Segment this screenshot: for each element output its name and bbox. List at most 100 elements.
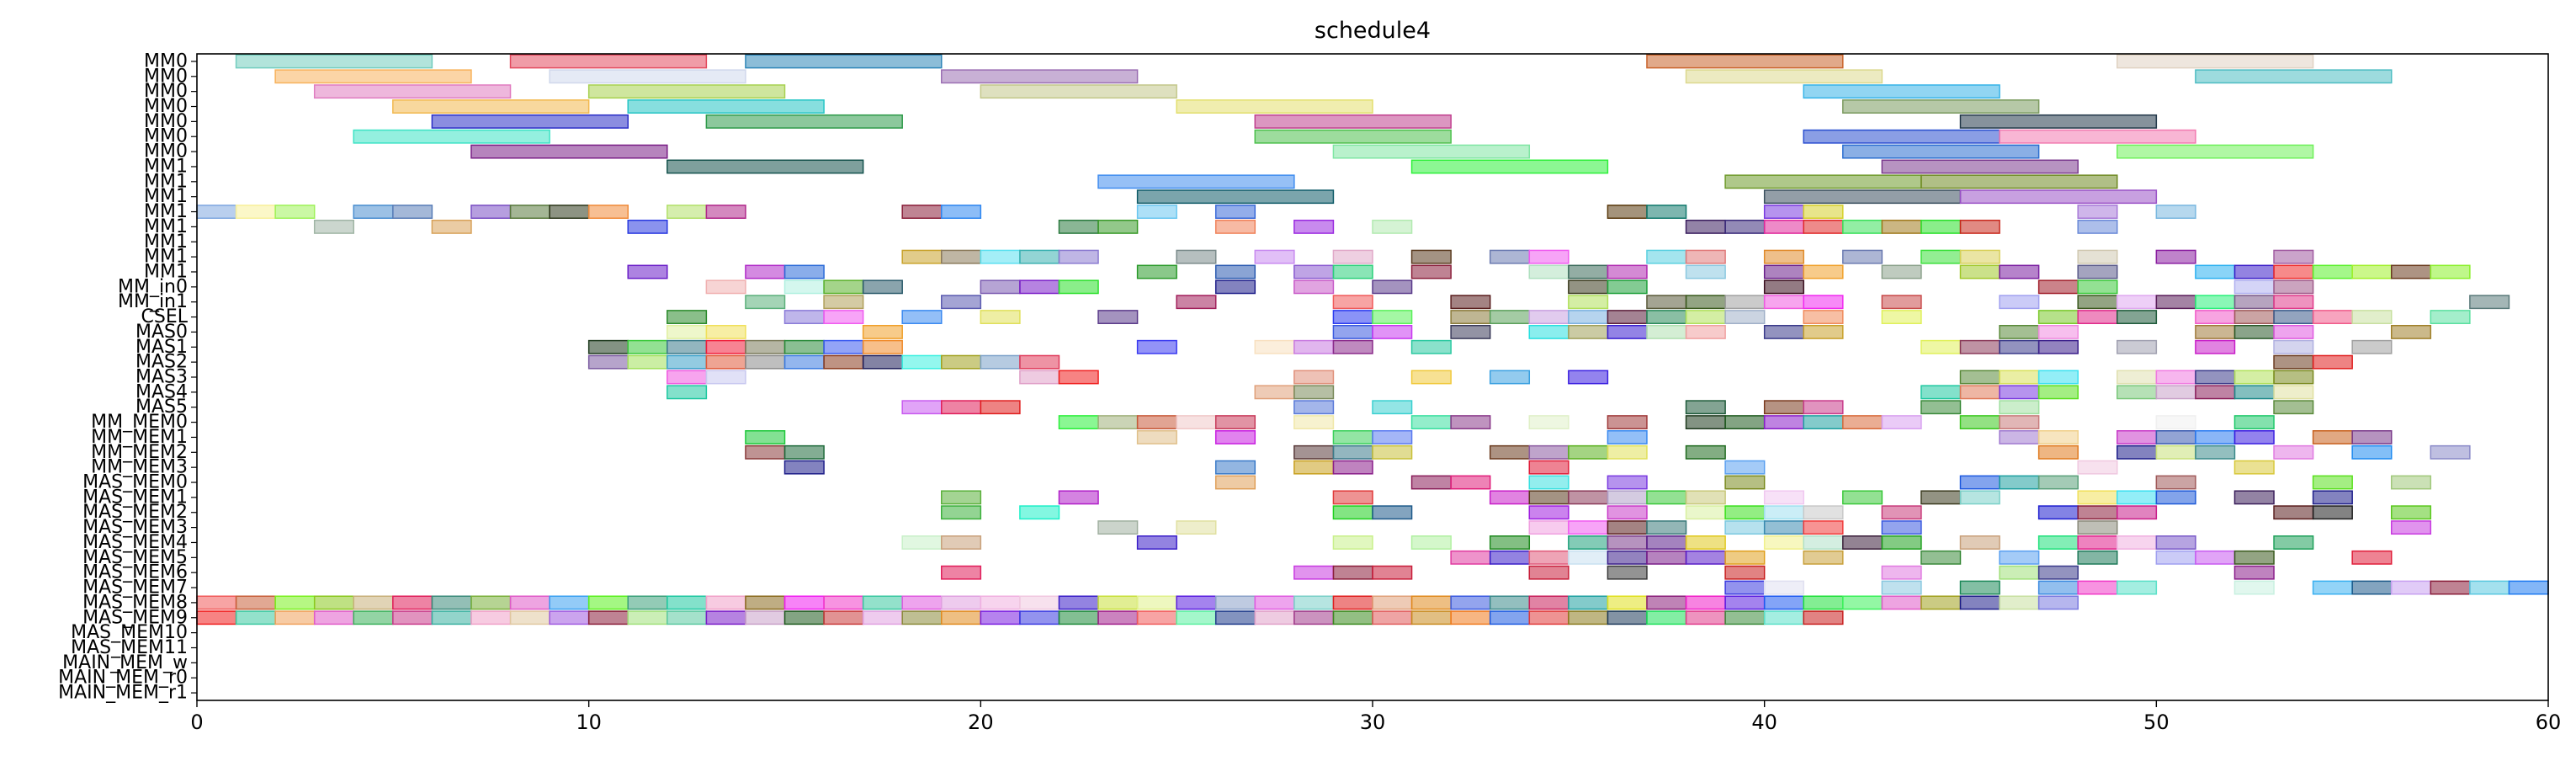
task-bar xyxy=(1058,595,1099,610)
task-bar xyxy=(1528,475,1570,490)
task-bar xyxy=(1763,205,1804,219)
task-bar xyxy=(1332,144,1531,159)
task-bar xyxy=(1293,595,1335,610)
task-bar xyxy=(2195,444,2236,460)
task-bar xyxy=(2077,310,2118,324)
task-bar xyxy=(1450,595,1491,610)
task-bar xyxy=(353,610,394,625)
task-bar xyxy=(1528,324,1570,339)
task-bar xyxy=(1293,400,1335,415)
task-bar xyxy=(2233,415,2275,430)
task-bar xyxy=(1019,505,1060,520)
task-bar xyxy=(1999,339,2040,354)
task-bar xyxy=(1763,520,1804,535)
task-bar xyxy=(1254,385,1295,400)
task-bar xyxy=(1685,610,1726,625)
task-bar xyxy=(1842,99,2040,114)
task-bar xyxy=(1254,129,1452,144)
task-bar xyxy=(1920,550,1962,565)
task-bar xyxy=(549,205,590,219)
task-bar xyxy=(1959,490,2000,505)
task-bar xyxy=(2077,249,2118,264)
task-bar xyxy=(1528,249,1570,264)
task-bar xyxy=(1881,595,1922,610)
task-bar xyxy=(392,99,590,114)
task-bar xyxy=(745,354,786,370)
task-bar xyxy=(2155,475,2196,490)
task-bar xyxy=(1293,385,1335,400)
task-bar xyxy=(667,610,708,625)
task-bar xyxy=(705,114,903,129)
task-bar xyxy=(2037,535,2079,550)
x-tick-label: 10 xyxy=(576,710,602,734)
task-bar xyxy=(1019,354,1060,370)
task-bar xyxy=(823,595,864,610)
task-bar xyxy=(1058,415,1099,430)
task-bar xyxy=(2312,354,2353,370)
task-bar xyxy=(1607,490,1648,505)
y-tick-label: MAS_MEM7 xyxy=(82,577,188,599)
task-bar xyxy=(2037,324,2079,339)
task-bar xyxy=(2037,339,2079,354)
task-bar xyxy=(2351,580,2393,595)
task-bar xyxy=(1136,415,1177,430)
task-bar xyxy=(1646,550,1687,565)
task-bar xyxy=(1881,565,1922,580)
task-bar xyxy=(587,610,629,625)
task-bar xyxy=(1803,84,2000,99)
task-bar xyxy=(705,279,746,295)
task-bar xyxy=(1410,535,1452,550)
task-bar xyxy=(1214,475,1256,490)
task-bar xyxy=(1214,460,1256,475)
task-bar xyxy=(1332,339,1373,354)
task-bar xyxy=(196,205,237,219)
task-bar xyxy=(1254,339,1295,354)
task-bar xyxy=(1842,249,1883,264)
task-bar xyxy=(667,205,708,219)
task-bar xyxy=(1607,430,1648,444)
task-bar xyxy=(705,354,746,370)
task-bar xyxy=(1685,490,1726,505)
task-bar xyxy=(1332,535,1373,550)
task-bar xyxy=(549,69,746,84)
task-bar xyxy=(2390,264,2432,279)
y-tick-label: MM1 xyxy=(144,261,188,282)
x-tick-label: 40 xyxy=(1751,710,1777,734)
task-bar xyxy=(1959,595,2000,610)
y-tick-label: MM1 xyxy=(144,247,188,268)
task-bar xyxy=(1489,310,1531,324)
task-bar xyxy=(1136,264,1177,279)
x-tick-label: 60 xyxy=(2536,710,2562,734)
y-tick-label: MM0 xyxy=(144,141,188,162)
task-bar xyxy=(1685,400,1726,415)
task-bar xyxy=(1763,324,1804,339)
task-bar xyxy=(1803,415,1844,430)
task-bar xyxy=(2430,310,2471,324)
y-tick-label: MM1 xyxy=(144,186,188,207)
task-bar xyxy=(1176,520,1217,535)
task-bar xyxy=(1097,174,1295,189)
task-bar xyxy=(470,595,512,610)
task-bar xyxy=(1999,129,2196,144)
y-tick-label: MAIN_MEM_r0 xyxy=(58,668,188,689)
task-bar xyxy=(2351,264,2393,279)
task-bar xyxy=(1568,279,1609,295)
task-bar xyxy=(1724,595,1766,610)
task-bar xyxy=(1136,339,1177,354)
task-bar xyxy=(1293,415,1335,430)
task-bar xyxy=(2117,54,2314,69)
task-bar xyxy=(941,205,982,219)
task-bar xyxy=(2077,505,2118,520)
task-bar xyxy=(1685,69,1883,84)
task-bar xyxy=(1293,219,1335,234)
task-bar xyxy=(745,339,786,354)
task-bar xyxy=(823,354,864,370)
task-bar xyxy=(1293,444,1335,460)
task-bar xyxy=(2273,385,2314,400)
task-bar xyxy=(2117,490,2158,505)
task-bar xyxy=(1724,460,1766,475)
y-tick-label: MAS_MEM3 xyxy=(82,517,188,538)
task-bar xyxy=(705,370,746,385)
task-bar xyxy=(1528,610,1570,625)
task-bar xyxy=(1685,324,1726,339)
